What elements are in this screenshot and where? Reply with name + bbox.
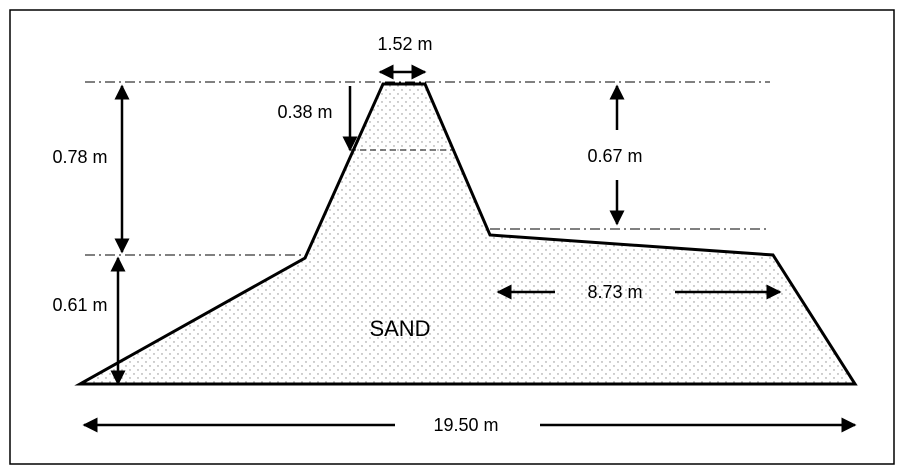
dimension-label: 19.50 m [433, 415, 498, 435]
sand-profile [74, 82, 858, 386]
material-label: SAND [369, 316, 430, 341]
dimension-label: 0.67 m [587, 146, 642, 166]
dimension-label: 0.78 m [52, 147, 107, 167]
dimension-label: 1.52 m [377, 34, 432, 54]
dimension-label: 0.61 m [52, 295, 107, 315]
dimension-label: 8.73 m [587, 282, 642, 302]
dimension-label: 0.38 m [277, 102, 332, 122]
